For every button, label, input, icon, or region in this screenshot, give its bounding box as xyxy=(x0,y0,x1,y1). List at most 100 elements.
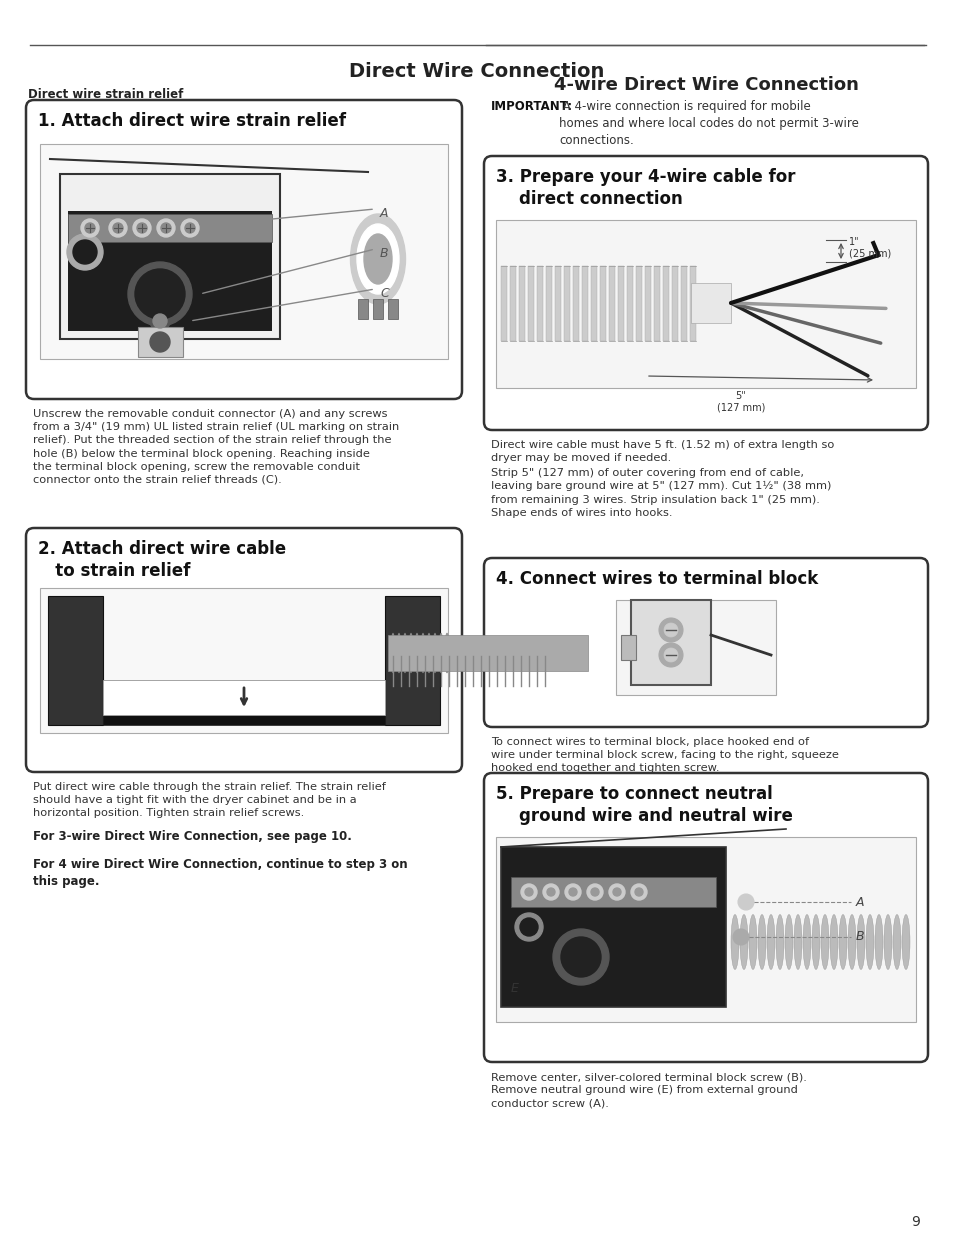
Text: ground wire and neutral wire: ground wire and neutral wire xyxy=(496,806,792,825)
Circle shape xyxy=(553,929,608,986)
Ellipse shape xyxy=(793,914,801,969)
Bar xyxy=(616,600,775,695)
Bar xyxy=(357,299,368,319)
Ellipse shape xyxy=(811,914,820,969)
Text: 9: 9 xyxy=(910,1215,919,1229)
Circle shape xyxy=(519,918,537,936)
Circle shape xyxy=(635,888,642,897)
Ellipse shape xyxy=(350,214,405,304)
Ellipse shape xyxy=(821,914,828,969)
Bar xyxy=(496,837,915,1023)
Bar xyxy=(510,266,516,341)
Text: IMPORTANT:: IMPORTANT: xyxy=(491,100,573,112)
Circle shape xyxy=(568,888,577,897)
Ellipse shape xyxy=(396,634,401,673)
Ellipse shape xyxy=(432,634,437,673)
Circle shape xyxy=(613,888,620,897)
Ellipse shape xyxy=(766,914,774,969)
Bar xyxy=(680,266,686,341)
Circle shape xyxy=(109,219,127,237)
Circle shape xyxy=(137,224,147,233)
Bar xyxy=(500,266,506,341)
FancyBboxPatch shape xyxy=(60,174,280,338)
Bar xyxy=(373,299,382,319)
Ellipse shape xyxy=(402,634,407,673)
Bar xyxy=(662,266,668,341)
Circle shape xyxy=(520,884,537,900)
Circle shape xyxy=(738,894,753,910)
Bar xyxy=(671,266,678,341)
Circle shape xyxy=(112,224,123,233)
Circle shape xyxy=(181,219,199,237)
Ellipse shape xyxy=(748,914,757,969)
Circle shape xyxy=(81,219,99,237)
Bar xyxy=(654,266,659,341)
Circle shape xyxy=(132,219,151,237)
Bar xyxy=(385,597,439,725)
Circle shape xyxy=(150,332,170,352)
Ellipse shape xyxy=(784,914,792,969)
FancyBboxPatch shape xyxy=(26,529,461,772)
Circle shape xyxy=(524,888,533,897)
Bar xyxy=(103,680,385,715)
Ellipse shape xyxy=(802,914,810,969)
Text: Strip 5" (127 mm) of outer covering from end of cable,
leaving bare ground wire : Strip 5" (127 mm) of outer covering from… xyxy=(491,468,830,517)
Text: To connect wires to terminal block, place hooked end of
wire under terminal bloc: To connect wires to terminal block, plac… xyxy=(491,737,838,773)
Text: 3. Prepare your 4-wire cable for: 3. Prepare your 4-wire cable for xyxy=(496,168,795,186)
Text: A: A xyxy=(855,895,863,909)
Circle shape xyxy=(152,314,167,329)
Text: 1. Attach direct wire strain relief: 1. Attach direct wire strain relief xyxy=(38,112,346,130)
Circle shape xyxy=(73,240,97,264)
Circle shape xyxy=(161,224,171,233)
FancyBboxPatch shape xyxy=(483,156,927,430)
Bar xyxy=(626,266,633,341)
Circle shape xyxy=(135,269,185,319)
Circle shape xyxy=(630,884,646,900)
Bar xyxy=(689,266,696,341)
Circle shape xyxy=(157,219,174,237)
Text: Direct wire cable must have 5 ft. (1.52 m) of extra length so
dryer may be moved: Direct wire cable must have 5 ft. (1.52 … xyxy=(491,440,834,463)
Circle shape xyxy=(128,262,192,326)
Text: Unscrew the removable conduit connector (A) and any screws
from a 3/4" (19 mm) U: Unscrew the removable conduit connector … xyxy=(33,409,399,485)
Bar xyxy=(590,266,597,341)
Circle shape xyxy=(150,311,170,331)
Text: Direct wire strain relief: Direct wire strain relief xyxy=(28,88,183,101)
Ellipse shape xyxy=(356,224,398,294)
Bar xyxy=(618,266,623,341)
Ellipse shape xyxy=(901,914,909,969)
Circle shape xyxy=(515,913,542,941)
Bar xyxy=(620,635,636,659)
Bar xyxy=(555,266,560,341)
Text: to strain relief: to strain relief xyxy=(38,562,191,580)
Ellipse shape xyxy=(414,634,419,673)
Bar xyxy=(40,588,448,734)
Ellipse shape xyxy=(408,634,413,673)
Ellipse shape xyxy=(420,634,425,673)
Ellipse shape xyxy=(874,914,882,969)
Ellipse shape xyxy=(775,914,783,969)
Bar xyxy=(608,266,615,341)
Circle shape xyxy=(732,929,748,945)
Bar xyxy=(690,283,730,324)
Circle shape xyxy=(590,888,598,897)
Bar xyxy=(40,144,448,359)
Bar xyxy=(500,847,725,1007)
Bar xyxy=(644,266,650,341)
Bar xyxy=(48,597,103,725)
Text: E: E xyxy=(511,982,518,995)
Bar xyxy=(527,266,534,341)
Text: B: B xyxy=(379,247,388,261)
Ellipse shape xyxy=(856,914,864,969)
Ellipse shape xyxy=(730,914,739,969)
Ellipse shape xyxy=(426,634,431,673)
Ellipse shape xyxy=(838,914,846,969)
Bar xyxy=(563,266,569,341)
FancyBboxPatch shape xyxy=(483,558,927,727)
Text: B: B xyxy=(855,930,863,944)
Bar xyxy=(518,266,524,341)
Circle shape xyxy=(546,888,555,897)
Circle shape xyxy=(586,884,602,900)
Text: 4-wire Direct Wire Connection: 4-wire Direct Wire Connection xyxy=(553,77,858,94)
Circle shape xyxy=(67,233,103,270)
Bar xyxy=(388,299,397,319)
